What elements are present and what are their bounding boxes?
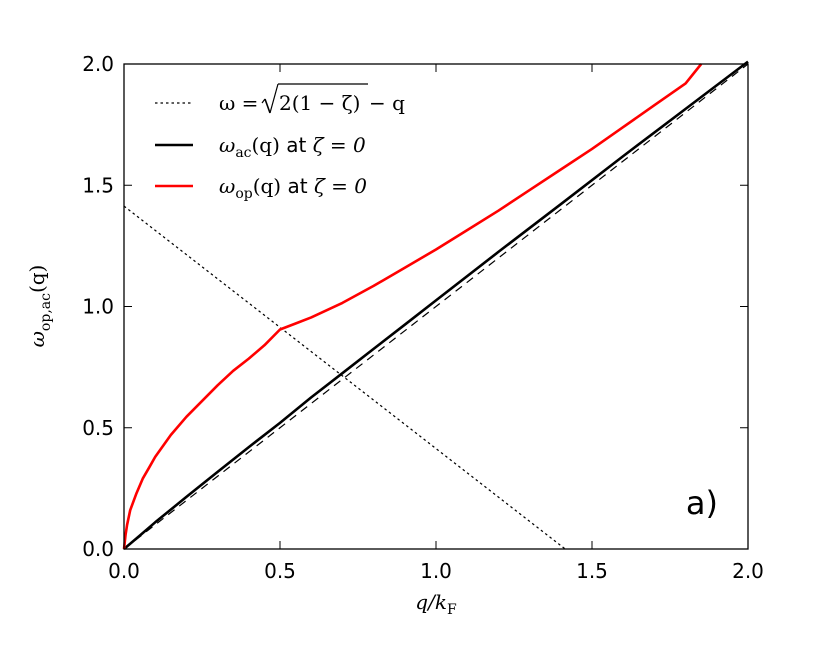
panel-label: a) [686,484,718,522]
y-tick-label: 2.0 [82,52,114,76]
y-tick-label: 1.5 [82,173,114,197]
legend-entry-optical: ωop(q) at ζ = 0 [155,174,367,202]
series-line-acoustic [123,60,749,550]
legend-entry-acoustic: ωac(q) at ζ = 0 [155,133,366,161]
legend: ω = 2(1 − ζ) − q ωac(q) at ζ = 0 ωop(q) … [155,83,405,202]
y-tick-label: 1.0 [82,295,114,319]
series-layer [122,60,749,550]
y-tick-label: 0.0 [82,537,114,561]
y-tick-label: 0.5 [82,416,114,440]
legend-entry-dotted: ω = 2(1 − ζ) − q [155,83,405,115]
series-line-reference [123,63,749,550]
y-axis-label: ωop,ac(q) [25,265,54,348]
legend-label-acoustic: ωac(q) at ζ = 0 [219,133,366,161]
x-tick-label: 1.5 [576,559,608,583]
plot-frame [123,63,749,550]
x-tick-label: 0.0 [108,559,140,583]
x-axis-label: q/kF [415,590,457,618]
radical-rise [269,83,279,114]
legend-label-optical: ωop(q) at ζ = 0 [219,174,367,202]
x-tick-label: 2.0 [732,559,764,583]
radical-foot [264,98,271,114]
tick-layer: 0.0 0.5 1.0 1.5 2.0 0.0 0.5 1.0 1.5 2.0 [82,52,764,583]
legend-label-dotted-lhs: ω = [219,91,258,115]
legend-label-dotted-rhs: − q [369,91,405,115]
series-line-optical [122,63,703,550]
x-tick-label: 1.0 [420,559,452,583]
x-tick-label: 0.5 [264,559,296,583]
legend-label-dotted-radicand: 2(1 − ζ) [279,91,360,115]
